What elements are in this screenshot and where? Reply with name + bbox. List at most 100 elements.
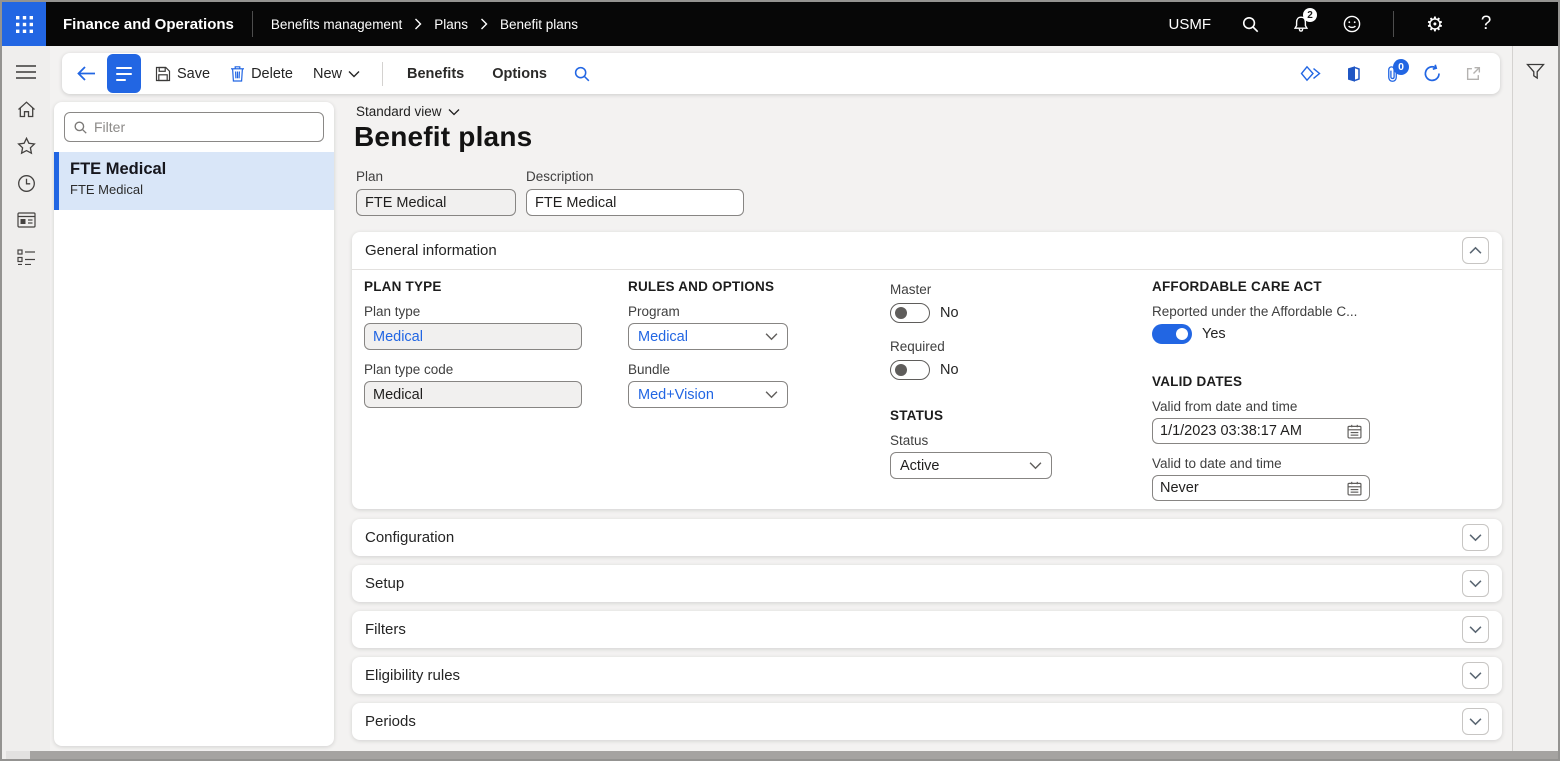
section-filters[interactable]: Filters <box>352 611 1502 648</box>
chevron-down-icon <box>765 390 778 399</box>
horizontal-scrollbar-thumb[interactable] <box>30 751 1558 759</box>
notification-badge: 2 <box>1303 8 1317 22</box>
chevron-down-icon <box>1029 461 1042 470</box>
search-icon[interactable] <box>1238 12 1262 36</box>
master-toggle[interactable]: No <box>890 303 1052 323</box>
titlebar-divider <box>251 11 253 37</box>
new-button[interactable]: New <box>313 66 360 82</box>
tab-options[interactable]: Options <box>492 65 547 82</box>
action-search-icon[interactable] <box>573 65 591 83</box>
office-export-icon[interactable] <box>1345 65 1362 83</box>
section-eligibility-rules[interactable]: Eligibility rules <box>352 657 1502 694</box>
expand-section-button[interactable] <box>1462 524 1489 551</box>
home-icon[interactable] <box>14 97 38 121</box>
section-title: Configuration <box>365 529 455 546</box>
plan-label: Plan <box>356 169 384 184</box>
delete-label: Delete <box>251 65 293 82</box>
modules-list-icon[interactable] <box>14 245 38 269</box>
back-arrow-icon[interactable] <box>76 65 97 82</box>
list-item-fte-medical[interactable]: FTE Medical FTE Medical <box>54 152 334 210</box>
calendar-icon[interactable] <box>1347 424 1362 439</box>
plan-type-heading: PLAN TYPE <box>364 279 442 294</box>
valid-dates-heading: VALID DATES <box>1152 374 1243 389</box>
section-periods[interactable]: Periods <box>352 703 1502 740</box>
list-item-title: FTE Medical <box>70 160 167 178</box>
section-configuration[interactable]: Configuration <box>352 519 1502 556</box>
chevron-up-icon <box>1469 246 1482 254</box>
page-content: Standard view Benefit plans Plan Descrip… <box>352 102 1502 759</box>
collapsed-sections: Configuration Setup Filters Eligibility … <box>352 519 1502 740</box>
delete-button[interactable]: Delete <box>230 65 293 82</box>
view-selector-label: Standard view <box>356 104 442 119</box>
app-name[interactable]: Finance and Operations <box>63 15 234 33</box>
toggle-list-pane-button[interactable] <box>107 54 141 93</box>
plan-type-code-input[interactable] <box>364 381 582 408</box>
list-filter-input[interactable] <box>94 119 315 135</box>
valid-from-input[interactable]: 1/1/2023 03:38:17 AM <box>1152 418 1370 444</box>
workspaces-icon[interactable] <box>14 208 38 232</box>
open-in-new-window-icon[interactable] <box>1465 65 1482 82</box>
help-icon[interactable]: ? <box>1480 13 1492 34</box>
filter-funnel-icon[interactable] <box>1524 59 1548 83</box>
calendar-icon[interactable] <box>1347 481 1362 496</box>
rules-heading: RULES AND OPTIONS <box>628 279 775 294</box>
valid-to-label: Valid to date and time <box>1152 456 1282 471</box>
list-filter-box <box>64 112 324 142</box>
breadcrumb-module[interactable]: Benefits management <box>270 16 403 32</box>
filter-pane-rail <box>1512 46 1558 759</box>
recent-clock-icon[interactable] <box>14 171 38 195</box>
company-selector[interactable]: USMF <box>1168 15 1212 33</box>
program-label: Program <box>628 304 680 319</box>
collapse-section-button[interactable] <box>1462 237 1489 264</box>
tab-benefits[interactable]: Benefits <box>407 65 465 82</box>
breadcrumb-area[interactable]: Plans <box>434 16 468 32</box>
program-value: Medical <box>638 328 688 345</box>
required-label: Required <box>890 339 945 354</box>
chevron-right-icon <box>414 18 422 30</box>
refresh-icon[interactable] <box>1423 64 1442 83</box>
expand-section-button[interactable] <box>1462 708 1489 735</box>
expand-menu-icon[interactable] <box>14 60 38 84</box>
plan-type-input[interactable] <box>364 323 582 350</box>
required-toggle[interactable]: No <box>890 360 1052 380</box>
program-dropdown[interactable]: Medical <box>628 323 788 350</box>
favorites-star-icon[interactable] <box>14 134 38 158</box>
required-toggle-value: No <box>940 362 959 378</box>
save-floppy-icon <box>155 66 171 81</box>
status-value: Active <box>900 457 940 474</box>
section-setup[interactable]: Setup <box>352 565 1502 602</box>
valid-to-input[interactable]: Never <box>1152 475 1370 501</box>
master-status-group: Master No Required No STATUS Status Acti… <box>890 271 1052 479</box>
bundle-dropdown[interactable]: Med+Vision <box>628 381 788 408</box>
expand-section-button[interactable] <box>1462 662 1489 689</box>
chevron-down-icon <box>1469 580 1482 588</box>
notifications-bell-icon[interactable]: 2 <box>1289 8 1317 36</box>
view-selector[interactable]: Standard view <box>356 104 460 119</box>
chevron-down-icon <box>765 332 778 341</box>
breadcrumb-page[interactable]: Benefit plans <box>500 16 579 32</box>
attachments-paperclip-icon[interactable]: 0 <box>1385 58 1409 83</box>
power-apps-icon[interactable] <box>1300 65 1322 82</box>
aca-valid-dates-group: AFFORDABLE CARE ACT Reported under the A… <box>1152 271 1370 501</box>
plan-type-label: Plan type <box>364 304 421 319</box>
general-information-header[interactable]: General information <box>352 232 1502 270</box>
expand-section-button[interactable] <box>1462 570 1489 597</box>
save-button[interactable]: Save <box>155 66 210 82</box>
feedback-smiley-icon[interactable] <box>1340 12 1364 36</box>
chevron-right-icon <box>480 18 488 30</box>
aca-reported-toggle[interactable]: Yes <box>1152 324 1370 344</box>
description-input[interactable] <box>526 189 744 216</box>
valid-from-value: 1/1/2023 03:38:17 AM <box>1160 423 1302 439</box>
bundle-label: Bundle <box>628 362 671 377</box>
record-list-panel: FTE Medical FTE Medical <box>54 102 334 746</box>
status-dropdown[interactable]: Active <box>890 452 1052 479</box>
expand-section-button[interactable] <box>1462 616 1489 643</box>
attachment-count-badge: 0 <box>1393 58 1409 75</box>
settings-gear-icon[interactable]: ⚙ <box>1426 12 1444 36</box>
titlebar-actions: USMF 2 <box>1168 8 1559 37</box>
app-launcher-button[interactable] <box>2 2 46 46</box>
plan-input[interactable] <box>356 189 516 216</box>
section-title: Eligibility rules <box>365 667 461 684</box>
titlebar-content: Finance and Operations Benefits manageme… <box>46 2 1558 46</box>
